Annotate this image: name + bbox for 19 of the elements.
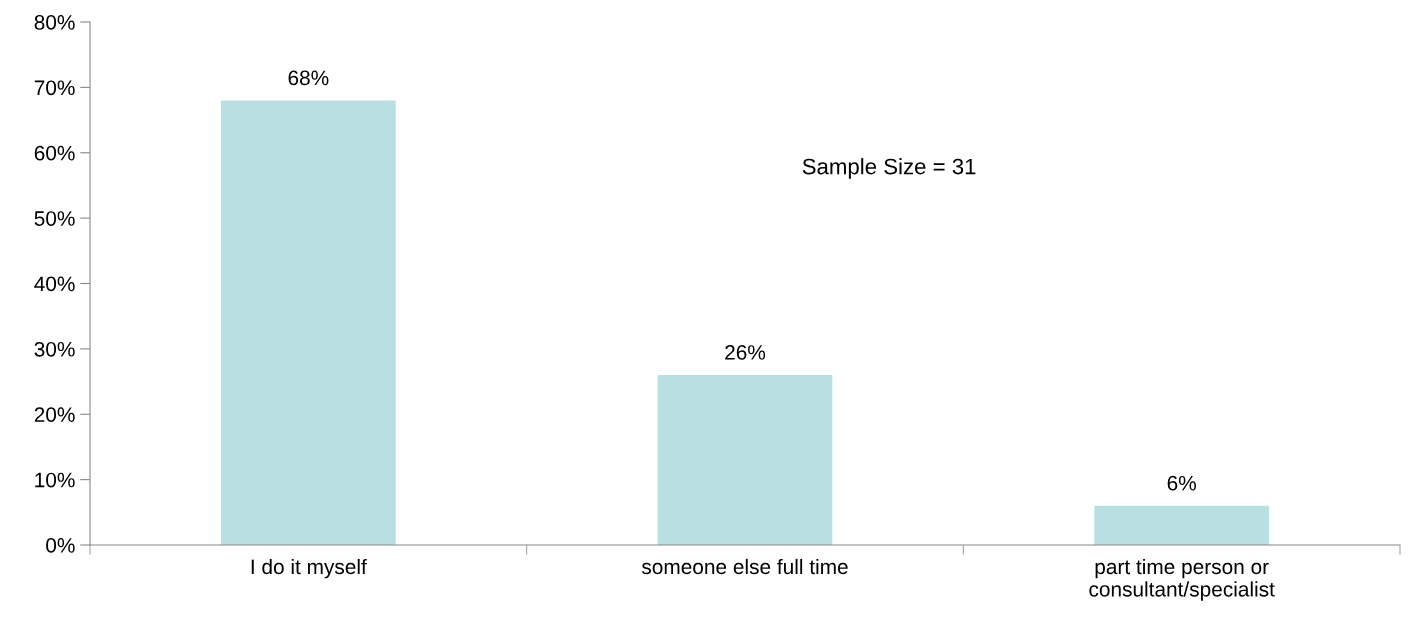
x-tick-label: I do it myself xyxy=(251,558,367,579)
bar xyxy=(657,375,833,545)
y-tick-label: 60% xyxy=(34,145,75,161)
y-tick-label: 50% xyxy=(34,211,75,226)
data-label: 26% xyxy=(725,345,766,360)
annotation: Sample Size = 31 xyxy=(802,158,976,179)
x-tick-label: part time person or consultant/specialist xyxy=(1089,558,1275,601)
y-tick-label: 30% xyxy=(34,341,75,357)
data-label: 6% xyxy=(1167,475,1196,491)
y-tick-label: 10% xyxy=(35,472,75,488)
y-tick-label: 0% xyxy=(46,538,75,553)
y-tick-label: 20% xyxy=(34,407,75,422)
data-label: 68% xyxy=(288,70,329,86)
y-tick-label: 70% xyxy=(34,80,75,96)
y-tick-label: 40% xyxy=(34,276,75,292)
bar xyxy=(1094,505,1269,545)
x-tick-label: someone else full time xyxy=(641,558,848,575)
bar xyxy=(221,100,396,545)
y-tick-label: 80% xyxy=(34,15,75,30)
